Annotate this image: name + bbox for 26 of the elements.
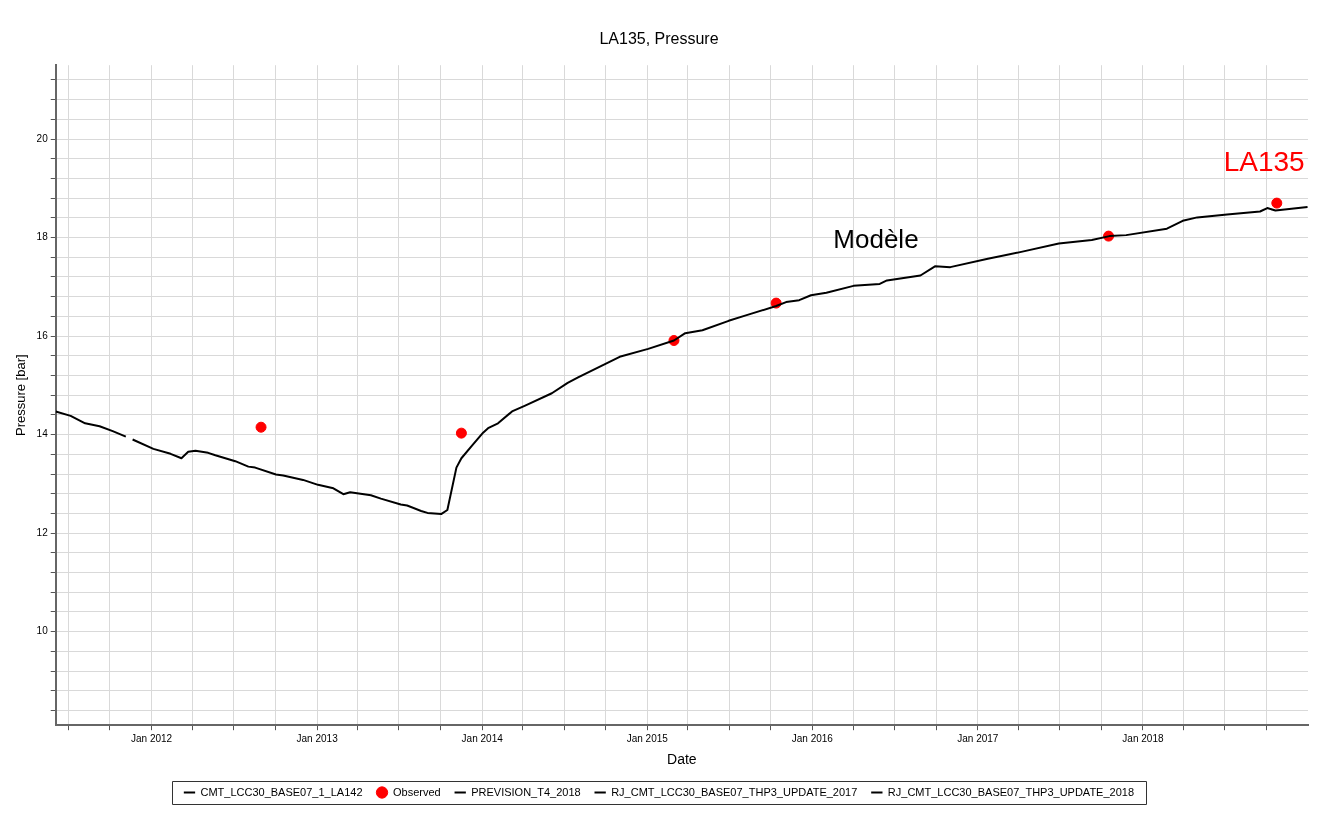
x-tick-label: Jan 2013 [296, 732, 339, 744]
x-tick-label: Jan 2015 [626, 732, 669, 744]
x-axis-title: Date [667, 751, 697, 768]
legend-label: CMT_LCC30_BASE07_1_LA142 [200, 785, 363, 798]
x-tick-label: Jan 2016 [791, 732, 834, 744]
legend-label: RJ_CMT_LCC30_BASE07_THP3_UPDATE_2018 [887, 785, 1135, 798]
legend-label: Observed [393, 785, 441, 798]
x-tick-label: Jan 2012 [131, 732, 173, 744]
y-tick-label: 12 [36, 526, 49, 538]
y-tick-label: 20 [36, 132, 49, 144]
point [1271, 197, 1283, 209]
annotation: Modèle [833, 223, 919, 254]
chart-title: LA135, Pressure [599, 30, 719, 48]
y-tick-label: 14 [36, 428, 49, 440]
legend-label: PREVISION_T4_2018 [471, 785, 581, 798]
y-tick-label: 18 [36, 231, 49, 243]
point [255, 421, 267, 433]
x-tick-label: Jan 2017 [957, 732, 999, 744]
y-axis-title: Pressure [bar] [13, 354, 29, 437]
y-tick-label: 16 [36, 329, 49, 341]
point [455, 427, 467, 439]
legend-label: RJ_CMT_LCC30_BASE07_THP3_UPDATE_2017 [611, 785, 858, 798]
x-tick-label: Jan 2014 [461, 732, 504, 744]
annotation: LA135 [1223, 146, 1305, 178]
y-tick-label: 10 [36, 625, 49, 637]
x-tick-label: Jan 2018 [1122, 732, 1164, 744]
